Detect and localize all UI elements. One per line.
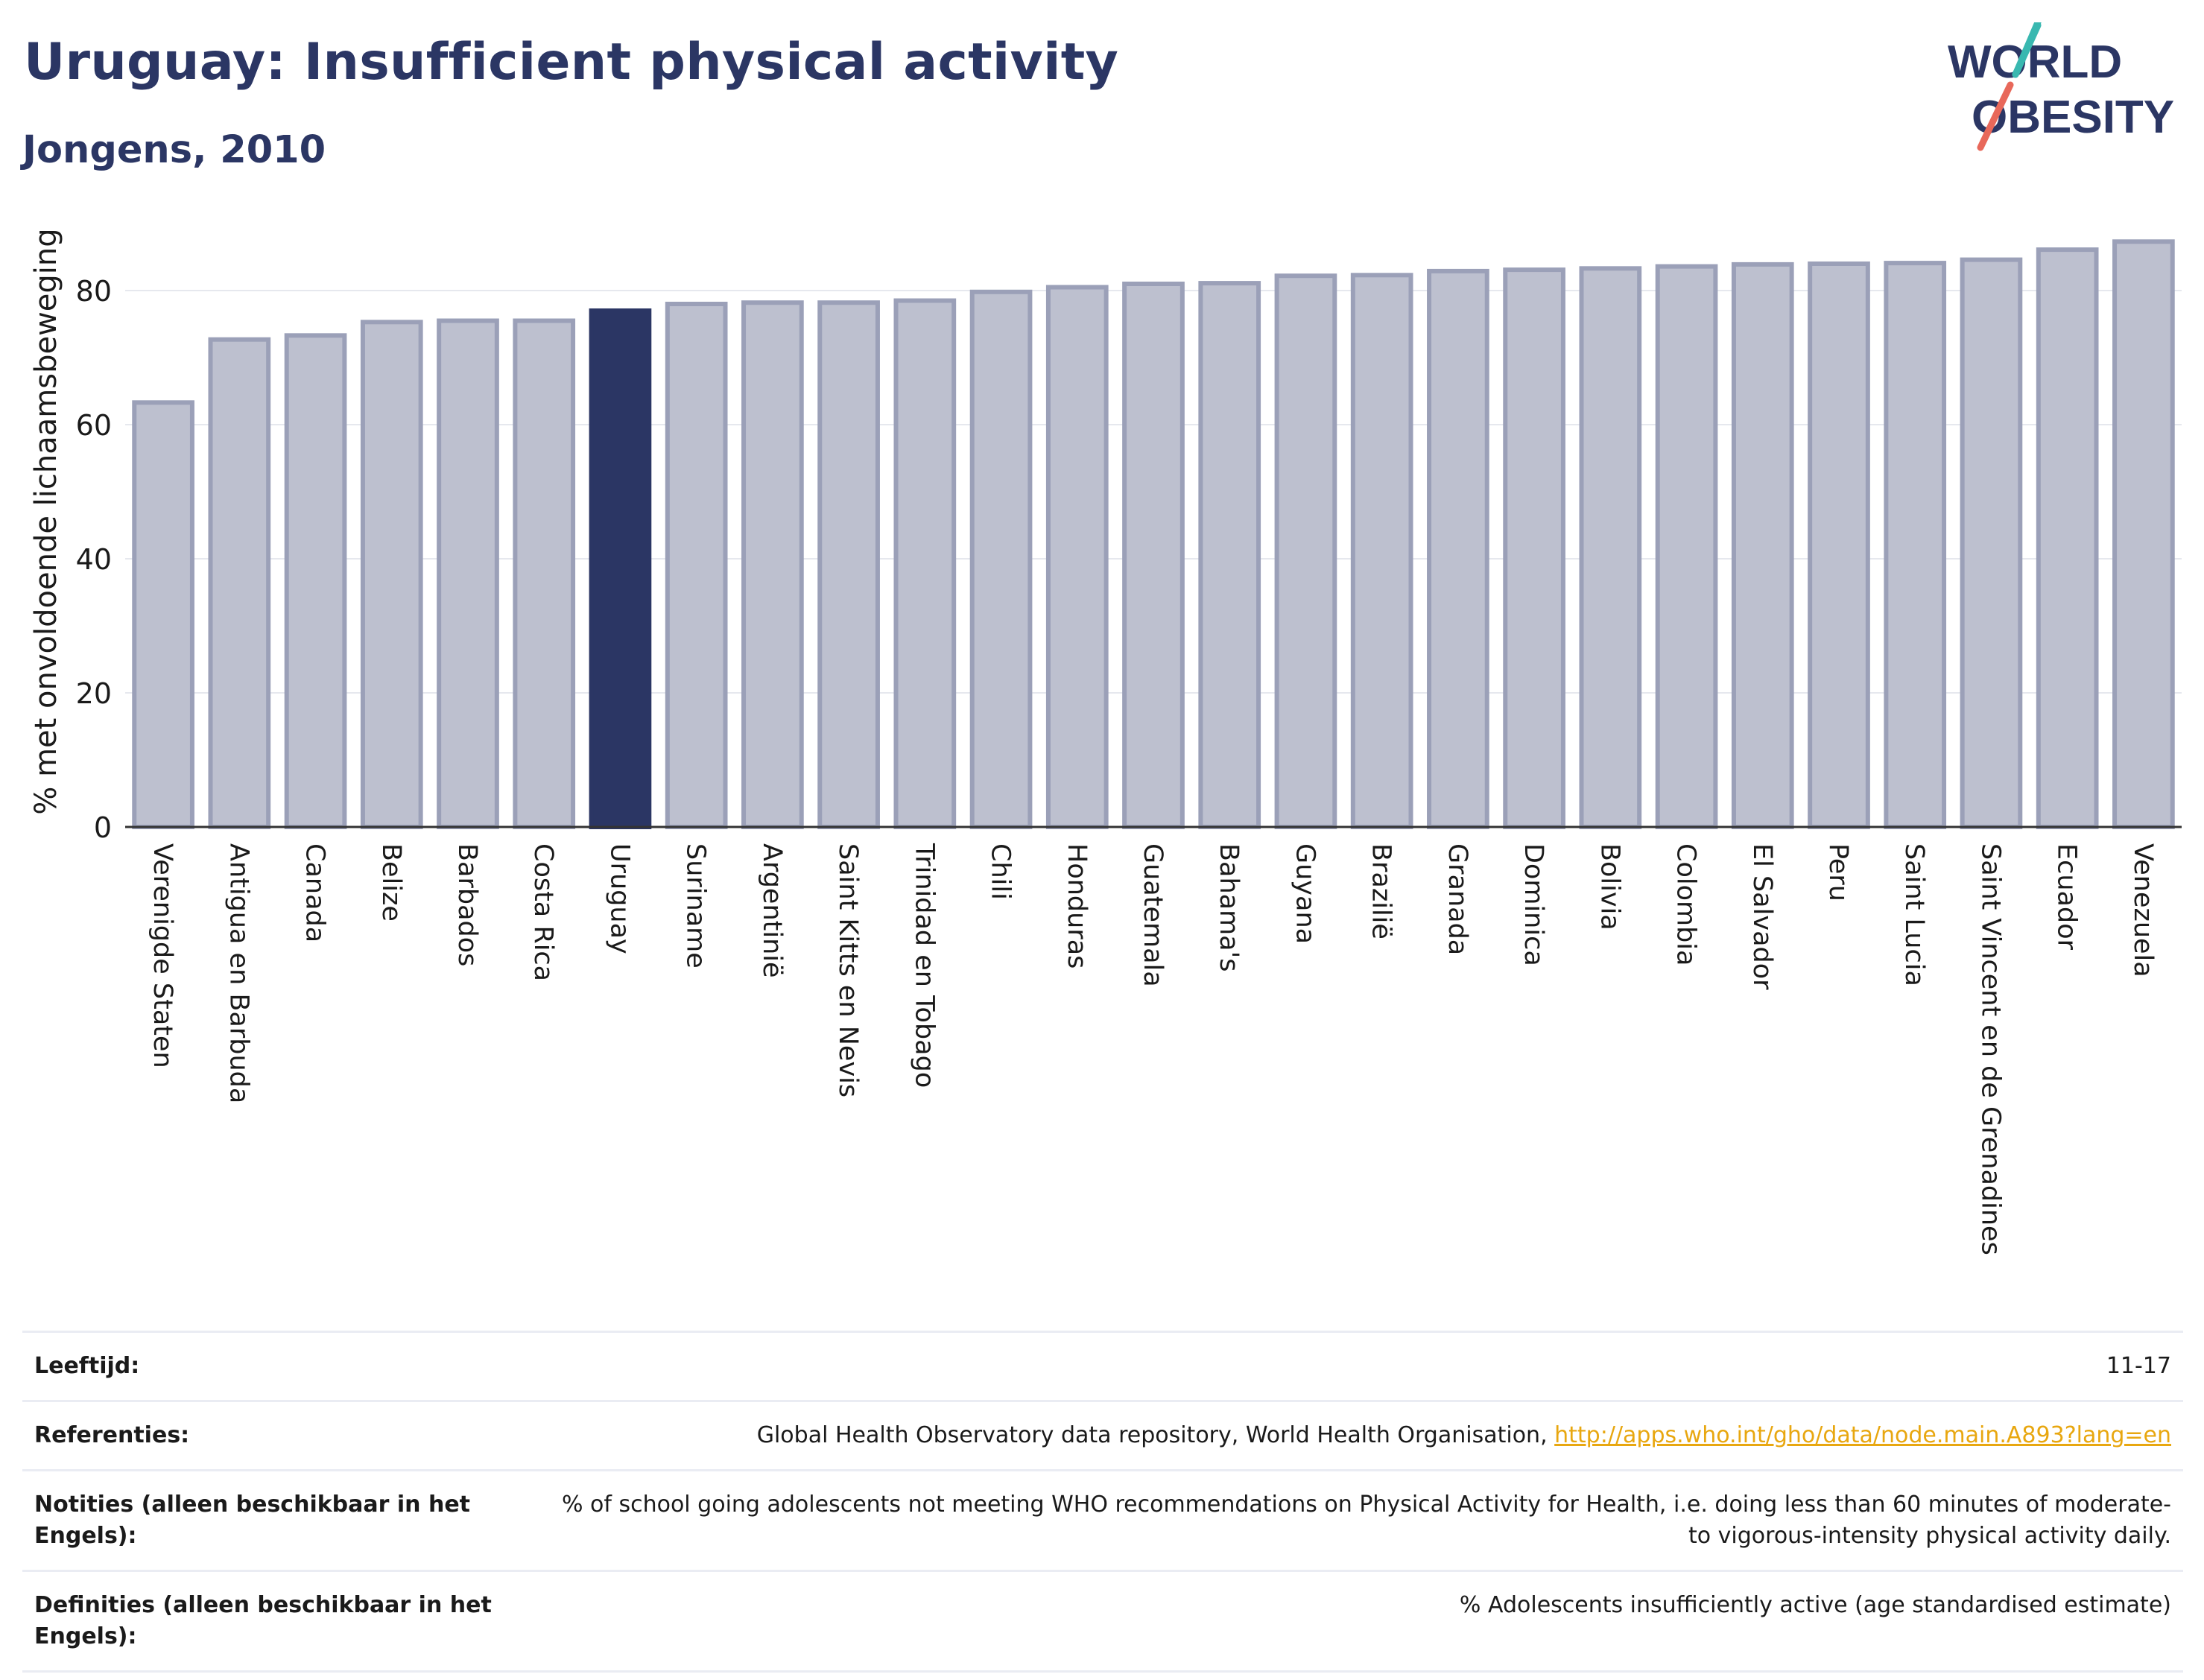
x-tick-label: Bolivia [1595, 843, 1624, 931]
x-tick-label: Guatemala [1138, 843, 1168, 987]
x-tick-label: Uruguay [604, 843, 634, 954]
meta-value: % Adolescents insufficiently active (age… [523, 1570, 2183, 1673]
bar-honduras [1045, 285, 1109, 829]
reference-link[interactable]: http://apps.who.int/gho/data/node.main.A… [1554, 1422, 2171, 1448]
bar-brazili- [1350, 273, 1413, 829]
x-tick-label: El Salvador [1747, 843, 1777, 990]
x-tick-label: Suriname [681, 843, 711, 969]
bar-barbados [437, 318, 499, 829]
x-tick-label: Saint Kitts en Nevis [833, 843, 863, 1097]
x-tick-label: Saint Vincent en de Grenadines [1975, 843, 2005, 1255]
bar-bolivia [1579, 266, 1642, 829]
x-tick-label: Antigua en Barbuda [224, 843, 253, 1103]
meta-key: Referenties: [22, 1400, 523, 1471]
bar-bahama-s [1198, 281, 1261, 830]
x-tick-label: Costa Rica [528, 843, 558, 981]
y-tick-label: 0 [94, 811, 112, 844]
x-tick-label: Colombia [1671, 843, 1701, 966]
meta-value: Global Health Observatory data repositor… [523, 1400, 2183, 1471]
bar-granada [1427, 268, 1489, 829]
x-tick-label: Belize [376, 843, 406, 922]
bar-guyana [1274, 273, 1337, 829]
meta-key: Leeftijd: [22, 1331, 523, 1402]
y-tick-label: 40 [76, 543, 112, 576]
bar-el-salvador [1731, 261, 1794, 829]
bar-costa-rica [513, 318, 576, 829]
y-tick-label: 80 [76, 275, 112, 308]
logo-line1: WORLD [1948, 37, 2122, 88]
meta-key: Definities (alleen beschikbaar in het En… [22, 1570, 523, 1673]
bar-canada [284, 333, 347, 829]
page-subtitle: Jongens, 2010 [22, 128, 326, 172]
x-tick-label: Chili [986, 843, 1016, 900]
x-tick-label: Ecuador [2052, 843, 2082, 951]
y-tick-label: 20 [76, 677, 112, 710]
reference-text: Global Health Observatory data repositor… [756, 1422, 1555, 1448]
x-tick-label: Saint Lucia [1899, 843, 1929, 986]
x-tick-label: Barbados [452, 843, 482, 966]
bar-verenigde-staten [132, 400, 194, 829]
y-axis-title: % met onvoldoende lichaamsbeweging [29, 228, 63, 815]
bar-belize [360, 320, 423, 829]
bar-antigua-en-barbuda [208, 337, 271, 829]
x-tick-label: Venezuela [2128, 843, 2158, 977]
bar-saint-kitts-en-nevis [817, 300, 880, 829]
y-tick-label: 60 [76, 409, 112, 442]
logo-slash-red [1977, 81, 2014, 151]
meta-row-references: Referenties: Global Health Observatory d… [22, 1400, 2183, 1471]
meta-row-definitions: Definities (alleen beschikbaar in het En… [22, 1570, 2183, 1673]
bar-saint-vincent-en-de-grenadines [1960, 257, 2023, 830]
x-tick-label: Bahama's [1214, 843, 1244, 972]
meta-row-notes: Notities (alleen beschikbaar in het Enge… [22, 1469, 2183, 1572]
x-tick-label: Honduras [1062, 843, 1092, 969]
bar-dominica [1503, 267, 1565, 830]
x-tick-label: Argentinië [757, 843, 787, 978]
meta-value: % of school going adolescents not meetin… [523, 1469, 2183, 1572]
metadata-table: Leeftijd: 11-17 Referenties: Global Heal… [22, 1331, 2183, 1673]
x-tick-label: Verenigde Staten [148, 843, 177, 1068]
world-obesity-logo: WORLD OBESITY [1948, 22, 2174, 151]
x-tick-label: Granada [1443, 843, 1472, 955]
bar-ecuador [2036, 247, 2099, 830]
bar-saint-lucia [1884, 261, 1947, 830]
bar-uruguay [589, 308, 652, 829]
meta-key: Notities (alleen beschikbaar in het Enge… [22, 1469, 523, 1572]
page-title: Uruguay: Insufficient physical activity [24, 33, 1119, 92]
bar-argentini- [741, 300, 804, 829]
x-tick-label: Brazilië [1367, 843, 1396, 939]
bar-colombia [1655, 264, 1718, 830]
x-tick-label: Canada [300, 843, 330, 942]
x-tick-label: Guyana [1290, 843, 1320, 944]
bar-chart: 0 20 40 60 80 Verenigde Staten Antigua en Barb… [76, 239, 2182, 1255]
x-tick-label: Dominica [1519, 843, 1548, 966]
bar-suriname [665, 302, 728, 829]
bar-chili [969, 289, 1033, 829]
bar-guatemala [1122, 282, 1185, 829]
x-tick-label: Trinidad en Tobago [909, 843, 939, 1088]
bar-venezuela [2112, 239, 2175, 829]
meta-value: 11-17 [523, 1331, 2183, 1402]
bar-trinidad-en-tobago [893, 298, 957, 829]
x-tick-label: Peru [1823, 843, 1853, 901]
meta-row-age: Leeftijd: 11-17 [22, 1331, 2183, 1402]
bar-peru [1808, 261, 1870, 829]
